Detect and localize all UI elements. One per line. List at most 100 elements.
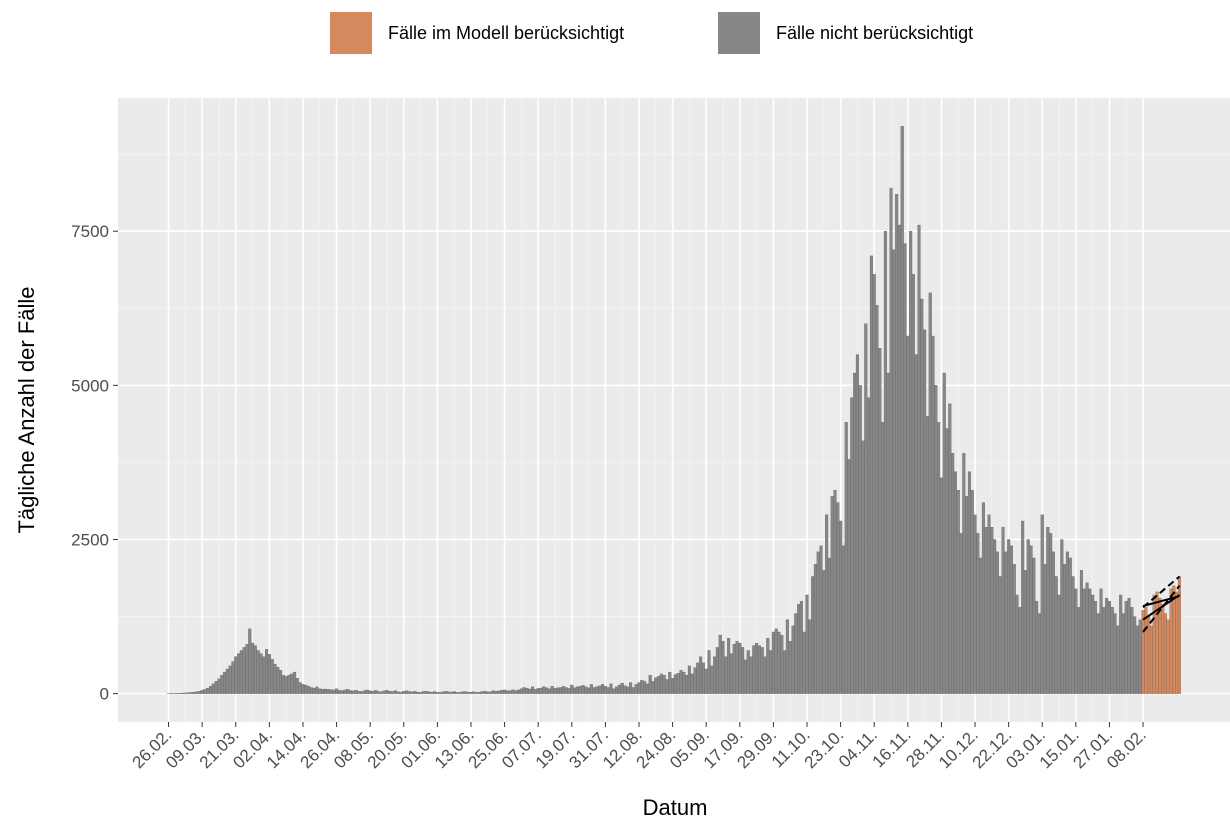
bar (721, 641, 725, 694)
bar (850, 397, 854, 694)
bar (435, 692, 439, 694)
bar (279, 670, 283, 694)
bar (363, 690, 367, 694)
bar (962, 453, 966, 694)
bar (1166, 619, 1170, 694)
bar (979, 557, 983, 694)
bar (956, 490, 960, 694)
bar (746, 650, 750, 694)
bar (197, 691, 201, 694)
legend-swatch (330, 12, 372, 54)
bar (1001, 527, 1005, 694)
bar (245, 644, 249, 694)
bar (531, 686, 535, 694)
bar (984, 527, 988, 694)
bar (497, 690, 501, 694)
bar (937, 422, 941, 694)
bar (640, 679, 644, 694)
fit-lines (1142, 575, 1181, 633)
bar (841, 545, 845, 694)
bar (819, 545, 823, 694)
bar (867, 397, 871, 694)
bar (637, 682, 641, 694)
bar (668, 671, 672, 694)
bar (1116, 625, 1120, 694)
bar (463, 691, 467, 694)
bar (396, 691, 400, 694)
fit-line (1142, 595, 1180, 608)
bar (295, 678, 299, 694)
bar (321, 689, 325, 694)
bar (953, 471, 957, 694)
bar (914, 354, 918, 694)
bar (402, 691, 406, 694)
bar (811, 576, 815, 694)
bar (304, 684, 308, 694)
x-axis-label: Datum (643, 795, 708, 820)
bar (209, 686, 213, 694)
bar (253, 645, 257, 694)
bar (766, 638, 770, 694)
bar (1177, 576, 1181, 694)
bar (239, 650, 243, 694)
bar (251, 642, 255, 694)
bar (1163, 613, 1167, 694)
bar (1032, 557, 1036, 694)
bar (575, 686, 579, 694)
bar (419, 692, 423, 694)
bar (889, 187, 893, 694)
bar (942, 372, 946, 694)
bar (508, 690, 512, 694)
bar (309, 687, 313, 694)
bar (1040, 514, 1044, 694)
bar (897, 224, 901, 694)
bar (855, 354, 859, 694)
bar (788, 641, 792, 694)
bar (858, 385, 862, 694)
bar (892, 249, 896, 694)
bar (931, 335, 935, 694)
bar (430, 691, 434, 694)
bar (939, 477, 943, 694)
bar (1113, 613, 1117, 694)
bar (928, 292, 932, 694)
bar (550, 686, 554, 694)
bar (659, 673, 663, 694)
bar (391, 691, 395, 694)
bar (995, 551, 999, 694)
bar (351, 690, 355, 694)
bar (343, 689, 347, 694)
bar (743, 659, 747, 694)
bar (925, 416, 929, 694)
bar (783, 650, 787, 694)
bar (648, 675, 652, 694)
bar (461, 691, 465, 694)
bar (601, 684, 605, 694)
bar (657, 676, 661, 694)
bar (357, 691, 361, 694)
bar (696, 662, 700, 694)
bar (895, 194, 899, 694)
bar (645, 683, 649, 694)
bar (262, 656, 266, 694)
bar (421, 691, 425, 694)
bar (1029, 545, 1033, 694)
bar (1071, 576, 1075, 694)
bar (987, 514, 991, 694)
bar (785, 619, 789, 694)
bar (794, 613, 798, 694)
bar (1023, 570, 1027, 694)
bar (883, 231, 887, 694)
bar (477, 691, 481, 694)
bar (388, 691, 392, 694)
bar (853, 372, 857, 694)
bar (685, 675, 689, 694)
bar (281, 675, 285, 694)
bar (561, 686, 565, 694)
bar (833, 490, 837, 694)
bar (1161, 604, 1165, 694)
bar (410, 691, 414, 694)
bar (1152, 594, 1156, 694)
bar (528, 688, 532, 694)
bar (578, 686, 582, 694)
